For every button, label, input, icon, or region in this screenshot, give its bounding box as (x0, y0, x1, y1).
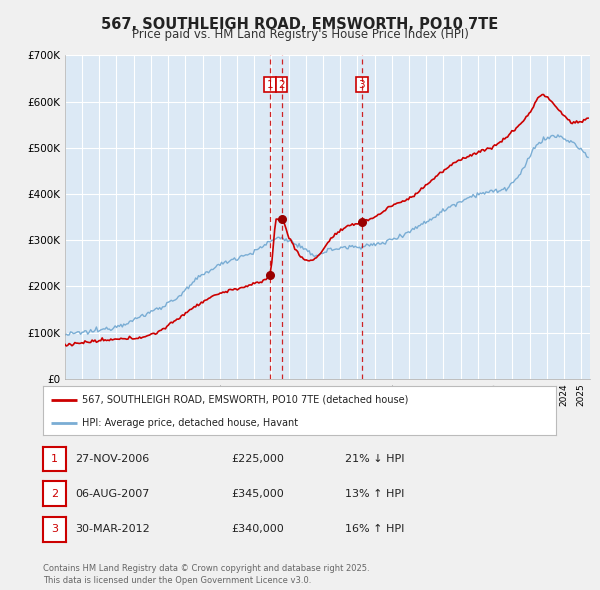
Text: 3: 3 (358, 80, 365, 90)
Text: 1: 1 (51, 454, 58, 464)
Text: 2: 2 (278, 80, 285, 90)
Text: 567, SOUTHLEIGH ROAD, EMSWORTH, PO10 7TE (detached house): 567, SOUTHLEIGH ROAD, EMSWORTH, PO10 7TE… (82, 395, 408, 405)
Text: 21% ↓ HPI: 21% ↓ HPI (345, 454, 404, 464)
Text: £225,000: £225,000 (231, 454, 284, 464)
Text: Price paid vs. HM Land Registry's House Price Index (HPI): Price paid vs. HM Land Registry's House … (131, 28, 469, 41)
Text: 30-MAR-2012: 30-MAR-2012 (75, 525, 150, 534)
Text: £345,000: £345,000 (231, 489, 284, 499)
Text: 567, SOUTHLEIGH ROAD, EMSWORTH, PO10 7TE: 567, SOUTHLEIGH ROAD, EMSWORTH, PO10 7TE (101, 17, 499, 31)
Text: 2: 2 (51, 489, 58, 499)
Text: 16% ↑ HPI: 16% ↑ HPI (345, 525, 404, 534)
Text: 06-AUG-2007: 06-AUG-2007 (75, 489, 149, 499)
Text: 1: 1 (266, 80, 273, 90)
Text: 13% ↑ HPI: 13% ↑ HPI (345, 489, 404, 499)
Text: 27-NOV-2006: 27-NOV-2006 (75, 454, 149, 464)
Text: Contains HM Land Registry data © Crown copyright and database right 2025.
This d: Contains HM Land Registry data © Crown c… (43, 565, 370, 585)
Text: HPI: Average price, detached house, Havant: HPI: Average price, detached house, Hava… (82, 418, 298, 428)
Text: £340,000: £340,000 (231, 525, 284, 534)
Text: 3: 3 (51, 525, 58, 534)
